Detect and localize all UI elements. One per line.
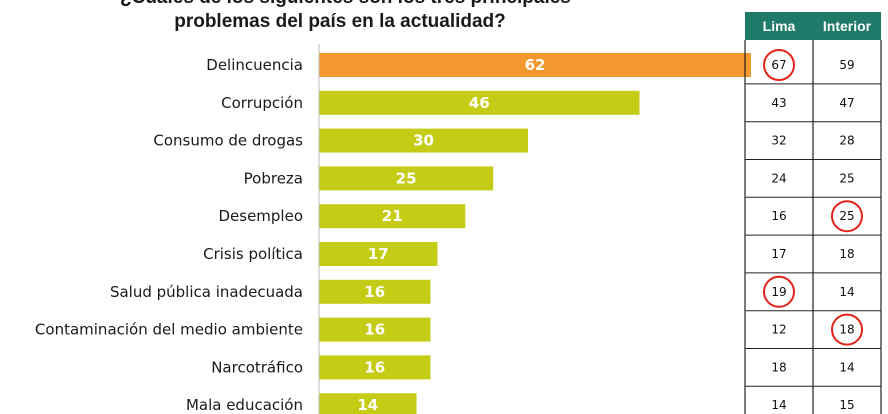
category-label: Delincuencia xyxy=(206,56,303,74)
bar-value-label: 17 xyxy=(368,245,389,263)
table-header-label: Interior xyxy=(823,18,872,34)
lima-value: 12 xyxy=(771,323,786,337)
chart-title-line-2: problemas del país en la actualidad? xyxy=(174,11,506,32)
lima-value: 32 xyxy=(771,134,786,148)
bar-value-label: 46 xyxy=(469,94,490,112)
category-label: Pobreza xyxy=(244,169,303,187)
interior-value: 28 xyxy=(839,134,854,148)
bar xyxy=(319,279,431,304)
category-label: Crisis política xyxy=(203,245,303,263)
bar xyxy=(319,204,466,229)
interior-value: 15 xyxy=(839,398,854,412)
bar-value-label: 16 xyxy=(364,283,385,301)
lima-value: 67 xyxy=(771,58,786,72)
bar-value-label: 21 xyxy=(382,207,403,225)
bar-value-label: 16 xyxy=(364,358,385,376)
category-label: Desempleo xyxy=(218,207,303,225)
lima-value: 14 xyxy=(771,398,786,412)
highlight-circle xyxy=(831,313,863,346)
interior-value: 18 xyxy=(839,323,854,337)
table-header-label: Lima xyxy=(763,18,796,34)
bar xyxy=(319,355,431,380)
category-label: Mala educación xyxy=(186,396,303,414)
highlight-circle xyxy=(763,275,795,308)
lima-value: 24 xyxy=(771,171,786,185)
bar-value-label: 62 xyxy=(525,56,546,74)
bar-value-label: 25 xyxy=(396,169,417,187)
category-label: Corrupción xyxy=(221,94,303,112)
highlight-circle xyxy=(831,200,863,233)
table-header-cell xyxy=(745,12,813,40)
interior-value: 47 xyxy=(839,96,854,110)
lima-value: 19 xyxy=(771,285,786,299)
table-header-cell xyxy=(813,12,881,40)
interior-value: 18 xyxy=(839,247,854,261)
lima-value: 17 xyxy=(771,247,786,261)
bar-value-label: 16 xyxy=(364,321,385,339)
interior-value: 59 xyxy=(839,58,854,72)
category-label: Contaminación del medio ambiente xyxy=(35,321,303,339)
category-label: Salud pública inadecuada xyxy=(110,283,303,301)
bar-value-label: 30 xyxy=(413,132,434,150)
interior-value: 14 xyxy=(839,360,854,374)
bar xyxy=(319,166,494,191)
lima-value: 18 xyxy=(771,360,786,374)
category-label: Narcotráfico xyxy=(211,358,303,376)
bar xyxy=(319,128,529,153)
highlight-circle xyxy=(763,49,795,81)
bar xyxy=(319,53,751,77)
bar xyxy=(319,242,438,266)
bar-value-label: 14 xyxy=(357,396,378,414)
bar xyxy=(319,90,640,115)
interior-value: 25 xyxy=(839,171,854,185)
category-label: Consumo de drogas xyxy=(153,132,303,150)
chart-title-line-1: ¿Cuáles de los siguientes son los tres p… xyxy=(120,0,571,10)
lima-value: 43 xyxy=(771,96,786,110)
lima-value: 16 xyxy=(771,209,786,223)
bar xyxy=(319,393,417,414)
interior-value: 14 xyxy=(839,285,854,299)
chart-title: ¿Cuáles de los siguientes son los tres p… xyxy=(120,0,571,34)
bar xyxy=(319,317,431,342)
interior-value: 25 xyxy=(839,209,854,223)
